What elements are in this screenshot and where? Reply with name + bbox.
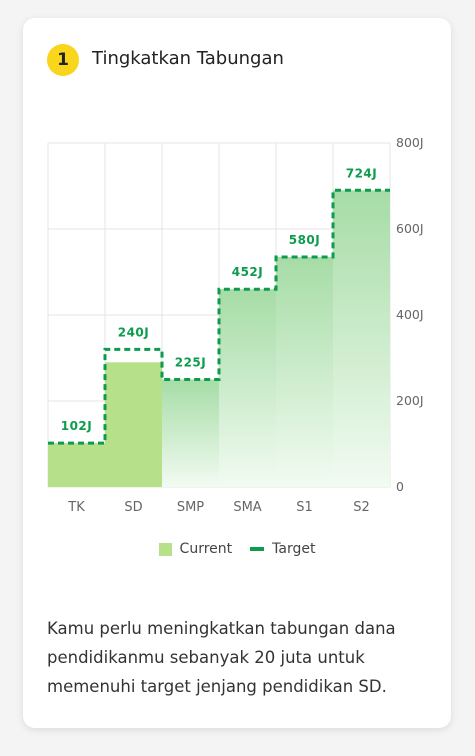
legend-swatch-target	[250, 547, 265, 551]
x-tick-label-s2: S2	[353, 500, 370, 515]
target-label-sma: 452J	[232, 265, 264, 279]
y-tick-label-3: 600J	[396, 221, 424, 236]
y-tick-label-1: 200J	[396, 393, 424, 408]
y-tick-label-0: 0	[396, 479, 404, 494]
savings-card: 1 Tingkatkan Tabungan 102J 240J 225J 452J 58…	[23, 18, 451, 728]
chart-legend: Current Target	[23, 541, 451, 557]
target-label-tk: 102J	[61, 419, 93, 433]
target-line	[48, 188, 390, 445]
target-label-sd: 240J	[118, 325, 150, 339]
bar-current-tk	[48, 443, 105, 487]
target-label-smp: 225J	[175, 356, 207, 370]
x-tick-label-sd: SD	[124, 500, 142, 515]
legend-label-current: Current	[179, 541, 233, 557]
step-badge: 1	[47, 44, 79, 76]
target-label-s2: 724J	[346, 166, 378, 180]
x-tick-label-sma: SMA	[233, 500, 261, 515]
legend-label-target: Target	[272, 541, 316, 557]
y-tick-label-2: 400J	[396, 307, 424, 322]
target-area-smp	[162, 379, 219, 487]
savings-chart: 102J 240J 225J 452J 580J 724J TK SD SMP SMA S1 S2 0…	[47, 135, 424, 515]
description-text: Kamu perlu meningkatkan tabungan dana pe…	[47, 619, 396, 696]
bar-current-sd	[105, 362, 162, 487]
x-tick-label-smp: SMP	[177, 500, 204, 515]
x-tick-label-s1: S1	[296, 500, 313, 515]
x-tick-label-tk: TK	[67, 500, 85, 515]
target-area-s1	[276, 256, 333, 487]
target-area-sma	[219, 289, 276, 487]
legend-swatch-current	[158, 542, 172, 556]
legend-item-current: Current	[158, 541, 233, 557]
target-label-s1: 580J	[289, 233, 321, 247]
target-area-s2	[333, 190, 390, 488]
y-tick-label-4: 800J	[396, 135, 424, 150]
legend-item-target: Target	[250, 541, 315, 557]
card-title: Tingkatkan Tabungan	[92, 48, 284, 69]
